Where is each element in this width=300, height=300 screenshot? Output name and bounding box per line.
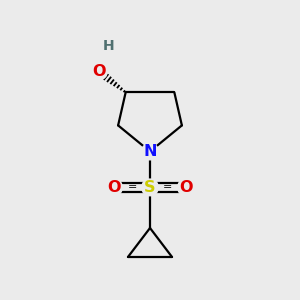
Circle shape <box>100 38 117 54</box>
Circle shape <box>178 179 194 196</box>
Circle shape <box>106 179 122 196</box>
Text: H: H <box>103 39 114 53</box>
Text: O: O <box>107 180 121 195</box>
Text: =: = <box>127 182 137 192</box>
Text: O: O <box>179 180 193 195</box>
Circle shape <box>142 143 158 160</box>
Text: N: N <box>143 144 157 159</box>
Circle shape <box>91 63 107 80</box>
Text: =: = <box>163 182 173 192</box>
Circle shape <box>142 179 158 196</box>
Text: O: O <box>92 64 106 79</box>
Text: S: S <box>144 180 156 195</box>
